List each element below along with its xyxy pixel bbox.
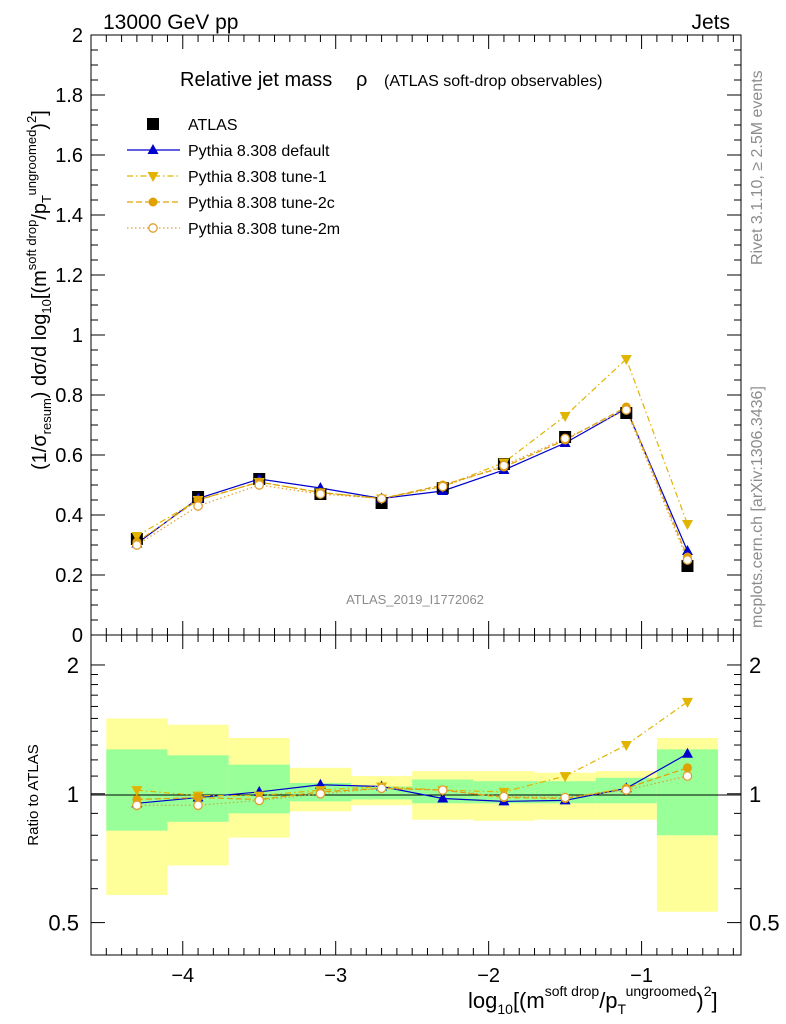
ratio-point-pythia-8-308-tune-2m xyxy=(682,771,693,781)
main-x-ticks xyxy=(105,35,734,635)
line-pythia-8-308-tune-1 xyxy=(136,357,689,537)
line-pythia-8-308-tune-2m xyxy=(136,409,689,561)
analysis-watermark: ATLAS_2019_I1772062 xyxy=(346,592,484,607)
ratio-y-tick-label: 2 xyxy=(67,653,79,678)
ratio-y-tick-label: 0.5 xyxy=(48,911,79,936)
line-pythia-8-308-default xyxy=(136,407,689,552)
point-pythia-8-308-tune-1 xyxy=(559,412,571,422)
x-tick-label: −3 xyxy=(324,965,347,987)
point-pythia-8-308-tune-2m xyxy=(315,489,326,499)
ratio-point-pythia-8-308-default xyxy=(681,747,693,758)
main-y-tick-label: 0.2 xyxy=(55,565,83,587)
legend-marker-pythia-8-308-tune-1 xyxy=(147,172,159,182)
ratio-y-axis-label: Ratio to ATLAS xyxy=(25,744,42,845)
ratio-point-pythia-8-308-tune-2c xyxy=(193,793,203,803)
main-y-tick-label: 1.4 xyxy=(55,205,83,227)
ratio-plot-panel: 0.5 0.5 1 1 2 2 −4 −3 −2 −1 Ratio to ATLAS log10… xyxy=(25,634,780,1017)
legend-marker-pythia-8-308-tune-2c xyxy=(148,197,158,207)
ratio-y-tick-label-right: 1 xyxy=(749,782,761,807)
ratio-line-pythia-8-308-tune-2m xyxy=(136,775,688,806)
ratio-point-pythia-8-308-tune-2c xyxy=(682,763,692,773)
rivet-label: Rivet 3.1.10, ≥ 2.5M events xyxy=(749,70,766,265)
ratio-point-pythia-8-308-tune-2m xyxy=(376,783,387,794)
ratio-line-pythia-8-308-tune-1 xyxy=(136,701,688,797)
header-energy: 13000 GeV pp xyxy=(103,11,238,34)
x-axis-label: log10[(msoft drop/pTungroomed)2] xyxy=(468,983,718,1017)
legend-marker-pythia-8-308-tune-2m xyxy=(148,223,158,233)
ratio-point-pythia-8-308-tune-1 xyxy=(681,697,693,708)
legend-marker-pythia-8-308-default xyxy=(147,144,159,154)
main-y-tick-label: 0 xyxy=(72,625,83,647)
legend: ATLAS Pythia 8.308 default Pythia 8.308 tu… xyxy=(127,117,340,238)
plot-title-rho: ρ xyxy=(356,69,367,91)
legend-label-pythia-8-308-tune-2c: Pythia 8.308 tune-2c xyxy=(188,195,335,212)
ratio-point-pythia-8-308-tune-2m xyxy=(315,788,326,799)
point-pythia-8-308-tune-2m xyxy=(254,480,265,490)
main-y-tick-label: 1.6 xyxy=(55,145,83,167)
ratio-band-inner xyxy=(167,755,229,822)
ratio-point-pythia-8-308-default xyxy=(437,792,449,803)
point-pythia-8-308-tune-2m xyxy=(132,540,142,550)
plot-title: Relative jet mass xyxy=(180,69,332,91)
ratio-point-pythia-8-308-tune-2m xyxy=(254,795,265,806)
point-pythia-8-308-tune-2m xyxy=(376,493,387,504)
point-pythia-8-308-tune-1 xyxy=(620,355,632,365)
ratio-point-pythia-8-308-tune-1 xyxy=(131,786,143,797)
legend-marker-atlas xyxy=(147,118,159,130)
line-pythia-8-308-tune-2c xyxy=(136,406,689,558)
ratio-point-pythia-8-308-tune-2m xyxy=(437,785,448,795)
ratio-point-pythia-8-308-tune-2m xyxy=(560,792,570,803)
main-y-tick-label: 0.4 xyxy=(55,505,83,527)
main-y-tick-label: 0.8 xyxy=(55,385,83,407)
point-pythia-8-308-tune-2m xyxy=(193,501,203,511)
x-tick-label: −1 xyxy=(630,965,653,987)
ratio-point-pythia-8-308-tune-1 xyxy=(620,741,632,752)
main-y-tick-label: 1.2 xyxy=(55,265,83,287)
ratio-plot-frame xyxy=(90,634,742,956)
legend-label-pythia-8-308-tune-2m: Pythia 8.308 tune-2m xyxy=(188,221,340,238)
main-y-axis: 0 0.2 0.4 0.6 0.8 1 1.2 1.4 1.6 1.8 2 xyxy=(55,25,741,647)
ratio-y-tick-label-right: 0.5 xyxy=(749,911,780,936)
ratio-series-layer xyxy=(131,697,693,811)
x-tick-label: −2 xyxy=(477,965,500,987)
main-y-tick-label: 1.8 xyxy=(55,85,83,107)
main-y-axis-label: (1/σresum) dσ/d log10[(msoft drop/pTungr… xyxy=(24,110,54,470)
ratio-band-inner xyxy=(656,749,719,836)
legend-label-pythia-8-308-tune-1: Pythia 8.308 tune-1 xyxy=(188,169,327,186)
main-plot-panel: 0 0.2 0.4 0.6 0.8 1 1.2 1.4 1.6 1.8 2 Relative jet… xyxy=(24,25,742,647)
point-pythia-8-308-tune-2m xyxy=(437,481,448,492)
point-pythia-8-308-tune-2m xyxy=(499,460,509,471)
point-pythia-8-308-default xyxy=(681,545,693,555)
ratio-point-pythia-8-308-tune-2m xyxy=(621,785,632,795)
point-pythia-8-308-tune-1 xyxy=(131,532,143,542)
point-pythia-8-308-tune-2m xyxy=(682,555,693,565)
mcplots-label: mcplots.cern.ch [arXiv:1306.3436] xyxy=(749,386,766,628)
main-y-tick-label: 1 xyxy=(72,325,83,347)
main-y-tick-label: 2 xyxy=(72,25,83,47)
point-pythia-8-308-tune-2m xyxy=(621,405,632,415)
ratio-point-pythia-8-308-tune-2m xyxy=(193,800,203,811)
main-series-layer xyxy=(130,355,694,572)
ratio-y-tick-label: 1 xyxy=(67,782,79,807)
point-pythia-8-308-tune-2m xyxy=(560,433,570,444)
ratio-y-axis: 0.5 0.5 1 1 2 2 xyxy=(48,653,779,936)
legend-label-atlas: ATLAS xyxy=(188,117,238,134)
ratio-point-pythia-8-308-tune-2m xyxy=(132,800,142,811)
ratio-point-pythia-8-308-tune-2m xyxy=(499,791,509,802)
plot-subtitle: (ATLAS soft-drop observables) xyxy=(384,73,602,90)
ratio-x-axis: −4 −3 −2 −1 xyxy=(105,635,734,987)
ratio-point-pythia-8-308-tune-1 xyxy=(559,772,571,783)
legend-label-pythia-8-308-default: Pythia 8.308 default xyxy=(188,143,330,160)
x-tick-label: −4 xyxy=(171,965,194,987)
main-y-tick-label: 0.6 xyxy=(55,445,83,467)
point-pythia-8-308-tune-1 xyxy=(681,520,693,530)
ratio-y-tick-label-right: 2 xyxy=(749,653,761,678)
header-process: Jets xyxy=(691,11,730,34)
